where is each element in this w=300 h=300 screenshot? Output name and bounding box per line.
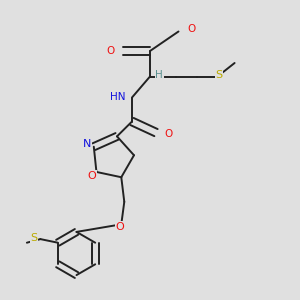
Text: O: O: [116, 222, 124, 232]
Text: S: S: [30, 232, 38, 243]
Text: N: N: [83, 139, 92, 149]
Text: O: O: [88, 171, 96, 181]
Text: H: H: [155, 70, 163, 80]
Text: O: O: [164, 129, 173, 139]
Text: O: O: [188, 24, 196, 34]
Text: O: O: [106, 46, 115, 56]
Text: S: S: [215, 70, 223, 80]
Text: HN: HN: [110, 92, 125, 102]
